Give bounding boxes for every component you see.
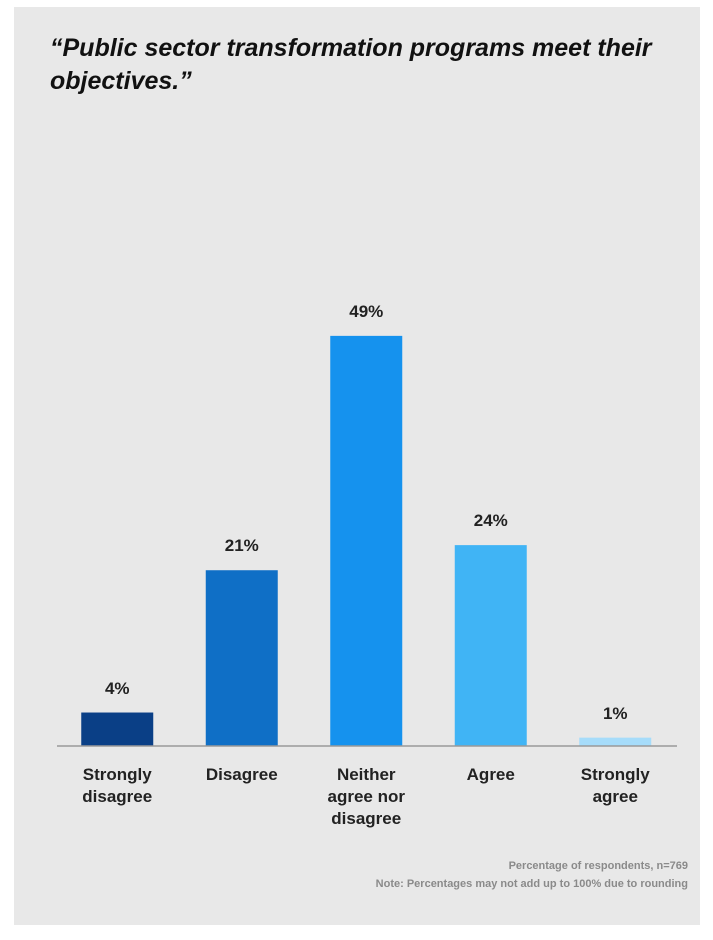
category-label: Disagree: [205, 765, 278, 784]
chart-title: “Public sector transformation programs m…: [50, 34, 652, 95]
category-label: Strongly disagree: [82, 765, 153, 806]
category-label: Neither agree nor disagree: [327, 765, 405, 828]
category-label: Agree: [466, 765, 515, 784]
bar: [330, 335, 403, 746]
value-label: 24%: [473, 511, 508, 531]
bar: [579, 737, 652, 746]
value-label: 49%: [349, 301, 384, 321]
bar: [454, 545, 527, 746]
bar: [205, 570, 278, 746]
bar: [81, 712, 154, 746]
value-label: 4%: [104, 678, 130, 698]
note: Percentage of respondents, n=769: [508, 860, 688, 872]
category-label: Strongly agree: [580, 765, 650, 806]
value-label: 21%: [224, 536, 259, 556]
value-label: 1%: [602, 703, 628, 723]
note: Note: Percentages may not add up to 100%…: [375, 878, 688, 890]
